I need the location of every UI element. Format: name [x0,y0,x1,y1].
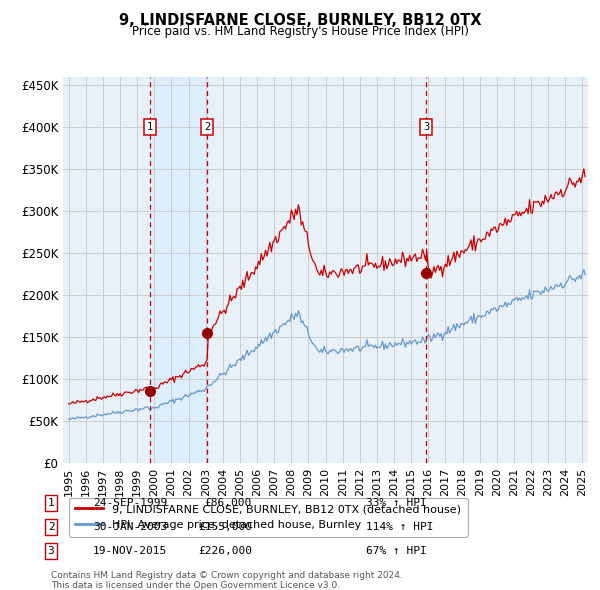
Text: 3: 3 [423,122,430,132]
Text: 24-SEP-1999: 24-SEP-1999 [93,498,167,507]
Legend: 9, LINDISFARNE CLOSE, BURNLEY, BB12 0TX (detached house), HPI: Average price, de: 9, LINDISFARNE CLOSE, BURNLEY, BB12 0TX … [68,498,467,536]
Text: Price paid vs. HM Land Registry's House Price Index (HPI): Price paid vs. HM Land Registry's House … [131,25,469,38]
Text: 9, LINDISFARNE CLOSE, BURNLEY, BB12 0TX: 9, LINDISFARNE CLOSE, BURNLEY, BB12 0TX [119,13,481,28]
Text: 67% ↑ HPI: 67% ↑ HPI [366,546,427,556]
Text: 114% ↑ HPI: 114% ↑ HPI [366,522,433,532]
Text: 1: 1 [47,498,55,507]
Text: 1: 1 [146,122,153,132]
Text: 2: 2 [47,522,55,532]
Text: 2: 2 [204,122,210,132]
Bar [149,77,207,463]
Text: £226,000: £226,000 [198,546,252,556]
Text: £86,000: £86,000 [205,498,252,507]
Text: This data is licensed under the Open Government Licence v3.0.: This data is licensed under the Open Gov… [51,581,340,589]
Text: 3: 3 [47,546,55,556]
Text: 33% ↑ HPI: 33% ↑ HPI [366,498,427,507]
Text: Contains HM Land Registry data © Crown copyright and database right 2024.: Contains HM Land Registry data © Crown c… [51,571,403,580]
Text: 19-NOV-2015: 19-NOV-2015 [93,546,167,556]
Text: 30-JAN-2003: 30-JAN-2003 [93,522,167,532]
Text: £155,000: £155,000 [198,522,252,532]
